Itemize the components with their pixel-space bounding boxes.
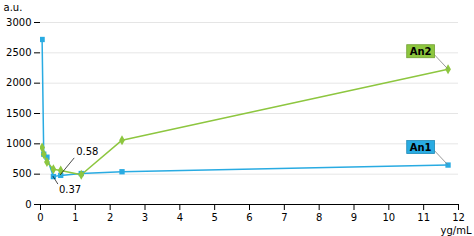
svg-text:6: 6: [246, 212, 252, 223]
svg-text:2: 2: [107, 212, 113, 223]
svg-text:3000: 3000: [6, 17, 31, 28]
svg-text:An1: An1: [410, 142, 432, 153]
svg-text:8: 8: [316, 212, 322, 223]
svg-text:0: 0: [37, 212, 43, 223]
svg-text:1500: 1500: [6, 108, 31, 119]
svg-text:12: 12: [452, 212, 465, 223]
svg-text:An2: An2: [410, 46, 432, 57]
svg-text:9: 9: [351, 212, 357, 223]
svg-text:2000: 2000: [6, 77, 31, 88]
svg-text:2500: 2500: [6, 47, 31, 58]
svg-text:0.58: 0.58: [76, 146, 98, 157]
svg-text:yg/mL: yg/mL: [441, 225, 472, 236]
svg-text:1: 1: [72, 212, 78, 223]
svg-text:10: 10: [382, 212, 395, 223]
svg-text:11: 11: [417, 212, 430, 223]
svg-text:0: 0: [25, 199, 31, 210]
svg-text:1000: 1000: [6, 138, 31, 149]
svg-text:3: 3: [142, 212, 148, 223]
svg-text:5: 5: [211, 212, 217, 223]
svg-text:500: 500: [12, 168, 31, 179]
svg-text:4: 4: [177, 212, 183, 223]
svg-text:0.37: 0.37: [59, 184, 81, 195]
svg-text:a.u.: a.u.: [4, 2, 23, 13]
svg-text:7: 7: [281, 212, 287, 223]
